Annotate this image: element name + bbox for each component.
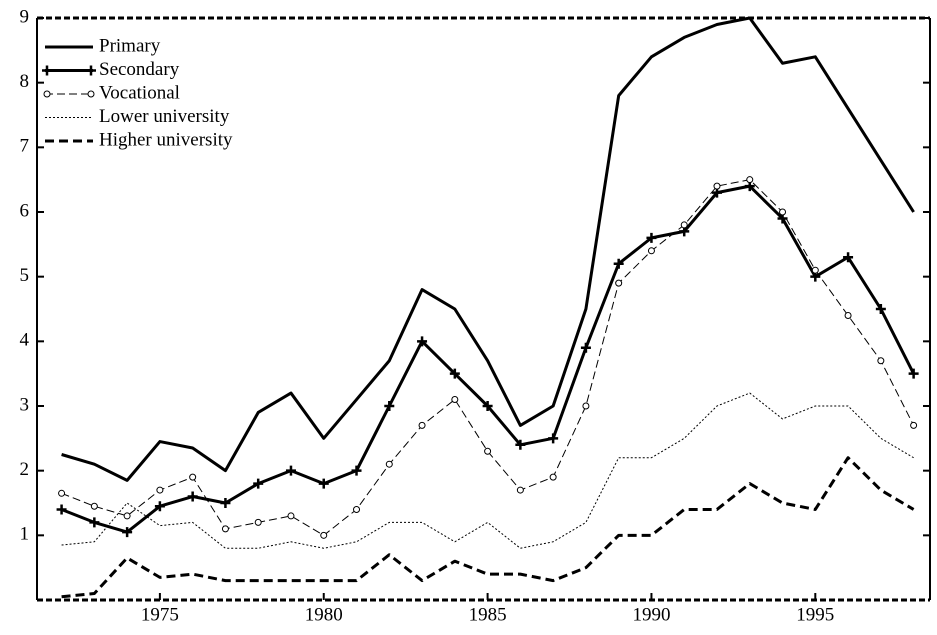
- x-tick-label: 1975: [141, 604, 179, 625]
- data-point: [58, 489, 66, 497]
- data-point: [451, 396, 459, 404]
- data-point: [580, 342, 591, 353]
- data-point: [253, 478, 264, 489]
- series-line: [61, 179, 915, 536]
- series-line: [61, 392, 914, 549]
- legend-label: Vocational: [99, 82, 180, 103]
- x-tick-label: 1995: [796, 604, 834, 625]
- data-point: [779, 208, 787, 216]
- data-point: [680, 221, 688, 229]
- data-point: [221, 525, 229, 533]
- y-tick-label: 1: [20, 524, 30, 545]
- data-point: [285, 465, 296, 476]
- x-tick-label: 1985: [469, 604, 507, 625]
- data-point: [843, 252, 854, 263]
- data-point: [89, 517, 100, 528]
- legend-label: Secondary: [99, 59, 180, 80]
- x-tick-label: 1990: [632, 604, 670, 625]
- data-point: [646, 232, 657, 243]
- data-point: [875, 304, 886, 314]
- data-point: [877, 357, 885, 365]
- data-point: [484, 447, 492, 455]
- series-line: [61, 16, 915, 482]
- data-point: [384, 401, 395, 411]
- data-point: [154, 501, 165, 512]
- data-point: [318, 478, 329, 489]
- data-point: [549, 473, 557, 481]
- y-tick-label: 6: [20, 200, 30, 221]
- data-point: [351, 465, 362, 476]
- data-point: [647, 247, 655, 255]
- data-point: [187, 491, 198, 502]
- y-tick-label: 5: [20, 265, 30, 286]
- data-point: [417, 336, 428, 347]
- data-point: [220, 498, 231, 508]
- y-tick-label: 4: [20, 330, 30, 351]
- legend-label: Higher university: [99, 129, 233, 150]
- y-tick-label: 9: [20, 6, 30, 27]
- legend-marker: [43, 90, 51, 98]
- data-point: [713, 182, 721, 190]
- data-point: [515, 439, 526, 450]
- y-tick-label: 8: [20, 71, 30, 92]
- data-point: [844, 311, 852, 319]
- data-point: [908, 368, 919, 379]
- data-point: [156, 486, 164, 494]
- data-point: [90, 502, 98, 510]
- data-point: [582, 402, 590, 410]
- data-point: [254, 518, 262, 526]
- legend-marker: [87, 90, 95, 98]
- x-tick-label: 1980: [305, 604, 343, 625]
- data-point: [189, 473, 197, 481]
- data-point: [615, 279, 623, 287]
- data-point: [56, 504, 67, 515]
- data-point: [353, 505, 361, 513]
- y-tick-label: 2: [20, 459, 30, 480]
- data-point: [418, 421, 426, 429]
- data-point: [910, 421, 918, 429]
- data-point: [287, 512, 295, 520]
- legend-marker: [42, 65, 52, 76]
- data-point: [516, 486, 524, 494]
- data-point: [548, 433, 559, 444]
- data-point: [613, 258, 624, 269]
- y-tick-label: 3: [20, 394, 30, 415]
- legend-marker: [86, 65, 96, 76]
- data-point: [811, 266, 819, 274]
- legend-label: Lower university: [99, 106, 230, 127]
- data-point: [320, 531, 328, 539]
- data-point: [122, 527, 133, 538]
- y-tick-label: 7: [20, 136, 30, 157]
- series-line: [61, 456, 915, 599]
- data-point: [482, 401, 493, 411]
- data-point: [385, 460, 393, 468]
- data-point: [123, 512, 131, 520]
- legend-label: Primary: [99, 35, 161, 56]
- data-point: [449, 368, 460, 379]
- data-point: [746, 176, 754, 184]
